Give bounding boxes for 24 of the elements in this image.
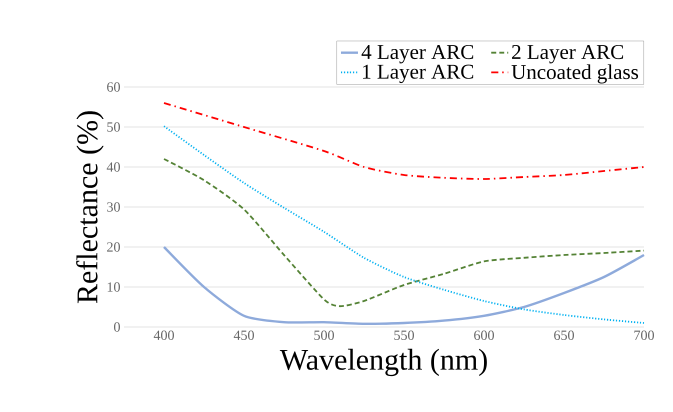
line-series — [163, 158, 645, 308]
x-tick-label: 650 — [554, 330, 574, 340]
y-tick-label: 50 — [107, 122, 120, 132]
x-tick-label: 700 — [634, 330, 654, 340]
x-tick-label: 400 — [154, 330, 174, 340]
legend-label: 1 Layer ARC — [363, 64, 474, 84]
legend-label: 4 Layer ARC — [362, 44, 474, 64]
x-tick-label: 450 — [234, 330, 254, 340]
x-axis-title: Wavelength (nm) — [280, 348, 487, 376]
x-tick-label: 500 — [314, 330, 334, 340]
x-tick-label: 550 — [394, 330, 414, 340]
legend-label: 2 Layer ARC — [512, 44, 624, 64]
legend-label: Uncoated glass — [512, 64, 638, 84]
y-tick-label: 0 — [114, 322, 120, 332]
y-tick-label: 20 — [107, 242, 120, 252]
line-series — [163, 102, 645, 180]
line-series — [163, 125, 645, 324]
y-axis-title: Reflectance (%) — [76, 111, 104, 304]
y-tick-label: 10 — [108, 282, 120, 292]
x-tick-label: 600 — [474, 330, 494, 340]
line-series — [162, 246, 646, 326]
y-tick-label: 40 — [106, 162, 120, 172]
y-tick-label: 60 — [107, 82, 120, 92]
y-tick-label: 30 — [107, 202, 120, 212]
